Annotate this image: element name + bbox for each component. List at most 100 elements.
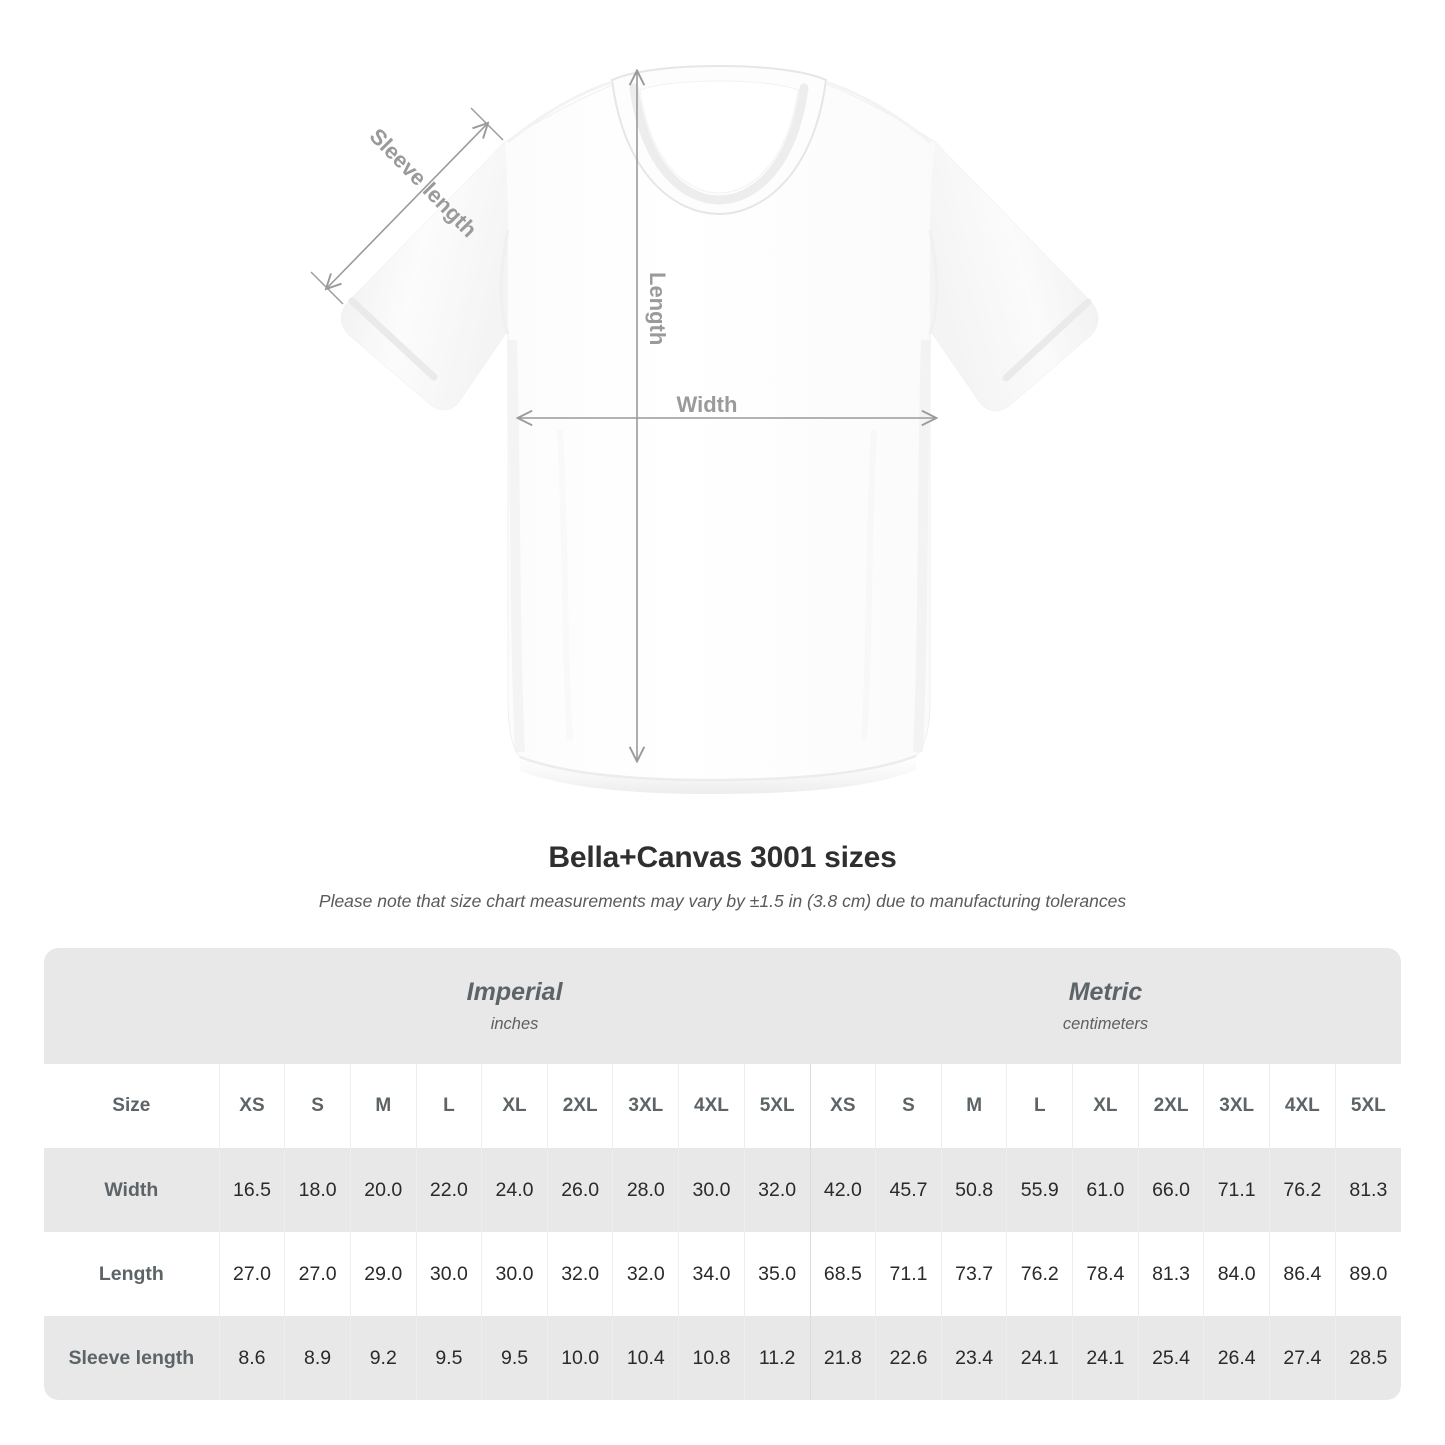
size-header-imperial-xs: XS bbox=[218, 1064, 285, 1148]
right-armhole-seam bbox=[928, 229, 939, 335]
cell-metric: 23.4 bbox=[940, 1316, 1007, 1400]
cell-metric: 21.8 bbox=[809, 1316, 876, 1400]
sleeve-tick-top bbox=[470, 107, 504, 141]
table-row: Length 27.0 27.0 29.0 30.0 30.0 32.0 32.0 34.0 35… bbox=[44, 1232, 1401, 1316]
unit-group-metric: Metric centimeters bbox=[810, 948, 1401, 1064]
fabric-fold-2 bbox=[861, 429, 877, 741]
cell-imperial: 22.0 bbox=[415, 1148, 482, 1232]
cell-metric: 61.0 bbox=[1072, 1148, 1139, 1232]
cell-metric: 78.4 bbox=[1072, 1232, 1139, 1316]
cell-metric: 71.1 bbox=[1203, 1148, 1270, 1232]
cell-imperial: 9.2 bbox=[349, 1316, 417, 1400]
size-header-label: Size bbox=[44, 1064, 220, 1148]
cell-imperial: 28.0 bbox=[612, 1148, 679, 1232]
cell-metric: 28.5 bbox=[1334, 1316, 1401, 1400]
size-chart-table-wrapper: Imperial inches Metric centimeters Size X… bbox=[44, 948, 1401, 1400]
cell-metric: 66.0 bbox=[1137, 1148, 1204, 1232]
size-header-metric-3xl: 3XL bbox=[1203, 1064, 1270, 1148]
cell-metric: 22.6 bbox=[875, 1316, 942, 1400]
size-header-metric-5xl: 5XL bbox=[1334, 1064, 1401, 1148]
left-sleeve-hem bbox=[348, 297, 438, 381]
cell-imperial: 27.0 bbox=[284, 1232, 351, 1316]
cell-imperial: 11.2 bbox=[743, 1316, 811, 1400]
unit-group-imperial-name: Imperial bbox=[466, 978, 563, 1007]
cell-metric: 27.4 bbox=[1269, 1316, 1336, 1400]
size-header-metric-m: M bbox=[940, 1064, 1007, 1148]
cell-metric: 45.7 bbox=[875, 1148, 942, 1232]
row-label-width: Width bbox=[44, 1148, 220, 1232]
cell-metric: 24.1 bbox=[1006, 1316, 1073, 1400]
width-label: Width bbox=[677, 392, 738, 417]
unit-group-metric-sub: centimeters bbox=[1062, 1014, 1149, 1033]
right-body-shadow bbox=[913, 339, 931, 753]
cell-imperial: 34.0 bbox=[678, 1232, 745, 1316]
right-sleeve-hem bbox=[1002, 298, 1092, 382]
cell-imperial: 29.0 bbox=[349, 1232, 417, 1316]
cell-imperial: 8.6 bbox=[218, 1316, 285, 1400]
length-label: Length bbox=[645, 272, 670, 345]
cell-metric: 42.0 bbox=[809, 1148, 876, 1232]
cell-metric: 76.2 bbox=[1269, 1148, 1336, 1232]
bottom-hem bbox=[520, 756, 916, 794]
size-header-imperial-3xl: 3XL bbox=[612, 1064, 679, 1148]
tshirt-graphic bbox=[340, 64, 1099, 794]
cell-imperial: 30.0 bbox=[415, 1232, 482, 1316]
cell-imperial: 9.5 bbox=[481, 1316, 548, 1400]
cell-metric: 73.7 bbox=[940, 1232, 1007, 1316]
unit-group-imperial-sub: inches bbox=[490, 1014, 539, 1033]
cell-imperial: 18.0 bbox=[284, 1148, 351, 1232]
cell-imperial: 8.9 bbox=[284, 1316, 351, 1400]
size-header-metric-l: L bbox=[1006, 1064, 1073, 1148]
unit-corner-cell bbox=[44, 948, 220, 1064]
cell-imperial: 9.5 bbox=[415, 1316, 482, 1400]
left-shoulder-seam bbox=[507, 80, 613, 144]
cell-imperial: 32.0 bbox=[546, 1232, 613, 1316]
fabric-fold-1 bbox=[557, 429, 573, 741]
cell-metric: 76.2 bbox=[1006, 1232, 1073, 1316]
size-header-metric-xs: XS bbox=[809, 1064, 876, 1148]
cell-metric: 81.3 bbox=[1137, 1232, 1204, 1316]
cell-metric: 71.1 bbox=[875, 1232, 942, 1316]
cell-metric: 68.5 bbox=[809, 1232, 876, 1316]
cell-metric: 89.0 bbox=[1334, 1232, 1401, 1316]
cell-metric: 55.9 bbox=[1006, 1148, 1073, 1232]
cell-imperial: 27.0 bbox=[218, 1232, 285, 1316]
left-armhole-seam bbox=[499, 229, 510, 335]
collar-rib bbox=[629, 83, 809, 205]
cell-metric: 24.1 bbox=[1072, 1316, 1139, 1400]
cell-imperial: 24.0 bbox=[481, 1148, 548, 1232]
tolerance-note: Please note that size chart measurements… bbox=[318, 891, 1127, 911]
size-header-imperial-4xl: 4XL bbox=[678, 1064, 745, 1148]
size-header-imperial-m: M bbox=[349, 1064, 417, 1148]
cell-metric: 25.4 bbox=[1137, 1316, 1204, 1400]
table-row: Sleeve length 8.6 8.9 9.2 9.5 9.5 10.0 10.4 10.8… bbox=[44, 1316, 1401, 1400]
unit-group-imperial: Imperial inches bbox=[219, 948, 811, 1064]
cell-imperial: 32.0 bbox=[612, 1232, 679, 1316]
tshirt-illustration: Length Width Sleeve length bbox=[310, 64, 1099, 794]
table-row: Width 16.5 18.0 20.0 22.0 24.0 26.0 28.0 30.0 32.… bbox=[44, 1148, 1401, 1232]
sleeve-tick-bottom bbox=[310, 271, 344, 305]
unit-group-header-row: Imperial inches Metric centimeters bbox=[44, 948, 1401, 1064]
cell-imperial: 10.0 bbox=[546, 1316, 613, 1400]
cell-imperial: 16.5 bbox=[218, 1148, 285, 1232]
size-header-imperial-5xl: 5XL bbox=[743, 1064, 811, 1148]
cell-imperial: 30.0 bbox=[481, 1232, 548, 1316]
cell-imperial: 30.0 bbox=[678, 1148, 745, 1232]
size-header-row: Size XS S M L XL 2XL 3XL 4XL 5XL XS S M L XL 2XL 3XL 4XL 5… bbox=[44, 1064, 1401, 1148]
cell-imperial: 10.8 bbox=[678, 1316, 745, 1400]
cell-metric: 26.4 bbox=[1203, 1316, 1270, 1400]
bottom-hem-line bbox=[519, 754, 917, 782]
chart-heading: Bella+Canvas 3001 sizes Please note that… bbox=[0, 840, 1445, 913]
left-body-shadow bbox=[507, 339, 525, 753]
cell-imperial: 10.4 bbox=[612, 1316, 679, 1400]
size-header-imperial-l: L bbox=[415, 1064, 482, 1148]
cell-imperial: 32.0 bbox=[743, 1148, 811, 1232]
right-shoulder-seam bbox=[825, 80, 931, 144]
cell-metric: 81.3 bbox=[1334, 1148, 1401, 1232]
size-header-metric-xl: XL bbox=[1072, 1064, 1139, 1148]
page-title: Bella+Canvas 3001 sizes bbox=[548, 841, 897, 874]
row-label-sleeve-length: Sleeve length bbox=[44, 1316, 220, 1400]
cell-imperial: 26.0 bbox=[546, 1148, 613, 1232]
size-header-metric-s: S bbox=[875, 1064, 942, 1148]
row-label-length: Length bbox=[44, 1232, 220, 1316]
